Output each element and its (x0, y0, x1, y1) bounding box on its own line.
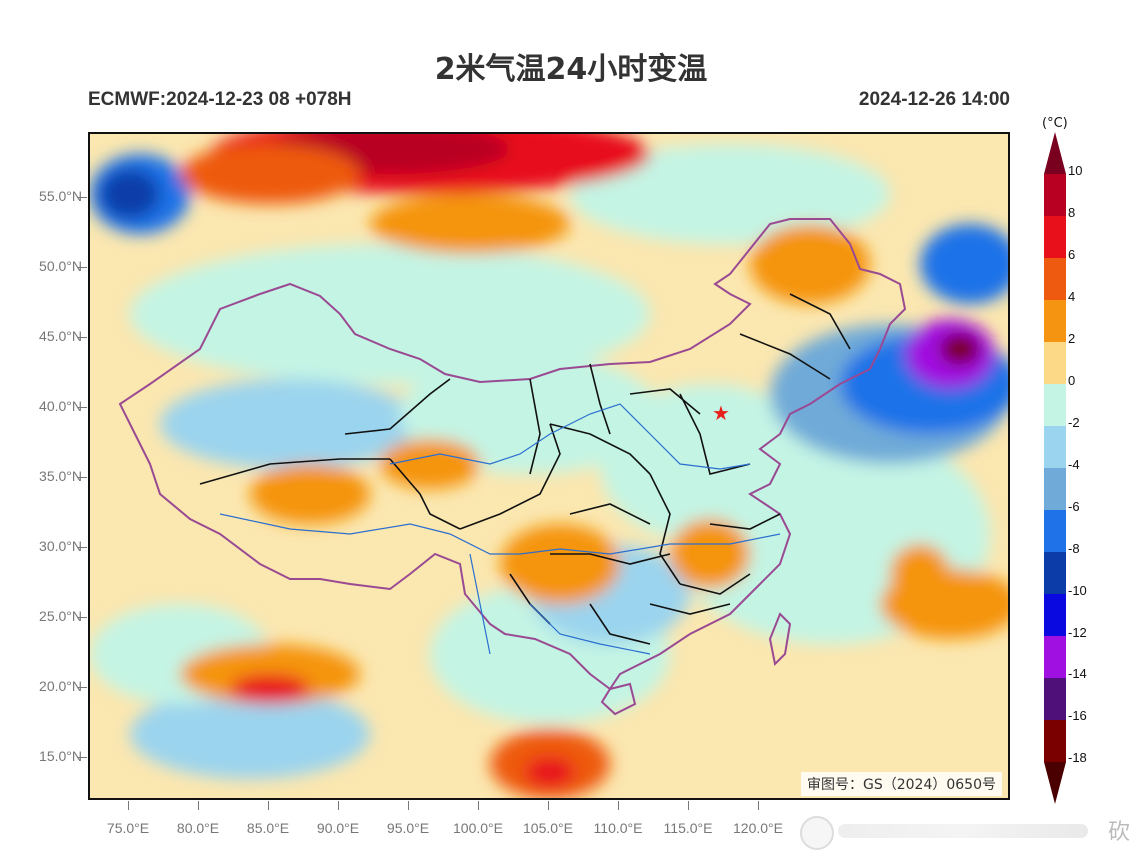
temperature-change-map: ★ (90, 134, 1008, 798)
colorbar-segment (1044, 720, 1066, 762)
colorbar-unit: (°C) (1042, 116, 1068, 131)
colorbar-extend-bottom (1044, 762, 1066, 804)
model-run-label: ECMWF:2024-12-23 08 +078H (88, 89, 352, 110)
colorbar-label: -8 (1068, 541, 1080, 556)
longitude-label: 95.0°E (386, 820, 430, 836)
colorbar-segment (1044, 342, 1066, 384)
colorbar-segment (1044, 300, 1066, 342)
latitude-label: 45.0°N (39, 328, 82, 344)
latitude-label: 55.0°N (39, 188, 82, 204)
colorbar-segment (1044, 594, 1066, 636)
colorbar-label: 6 (1068, 247, 1076, 262)
colorbar-label: -10 (1068, 583, 1087, 598)
latitude-label: 35.0°N (39, 468, 82, 484)
colorbar-label: -12 (1068, 625, 1087, 640)
longitude-tick (198, 801, 199, 810)
longitude-tick (268, 801, 269, 810)
colorbar-label: 0 (1068, 373, 1076, 388)
longitude-label: 105.0°E (523, 820, 573, 836)
watermark-bar (838, 824, 1088, 838)
longitude-label: 120.0°E (733, 820, 783, 836)
latitude-label: 15.0°N (39, 748, 82, 764)
colorbar-segment (1044, 510, 1066, 552)
latitude-tick (78, 197, 87, 198)
colorbar-label: -14 (1068, 666, 1087, 681)
longitude-tick (478, 801, 479, 810)
colorbar-label: -18 (1068, 750, 1087, 765)
colorbar-segment (1044, 552, 1066, 594)
temperature-field (90, 134, 1008, 798)
longitude-tick (128, 801, 129, 810)
latitude-label: 50.0°N (39, 258, 82, 274)
colorbar-segment (1044, 468, 1066, 510)
longitude-label: 80.0°E (176, 820, 220, 836)
longitude-tick (408, 801, 409, 810)
latitude-label: 25.0°N (39, 608, 82, 624)
latitude-tick (78, 687, 87, 688)
longitude-tick (688, 801, 689, 810)
longitude-label: 75.0°E (106, 820, 150, 836)
colorbar-extend-top (1044, 132, 1066, 174)
colorbar-label: -16 (1068, 708, 1087, 723)
approval-number: 审图号：GS（2024）0650号 (801, 772, 1002, 796)
colorbar-label: 2 (1068, 331, 1076, 346)
latitude-tick (78, 337, 87, 338)
latitude-tick (78, 547, 87, 548)
latitude-label: 40.0°N (39, 398, 82, 414)
map-panel[interactable]: ★ 审图号：GS（2024）0650号 (88, 132, 1010, 800)
latitude-tick (78, 757, 87, 758)
longitude-label: 90.0°E (316, 820, 360, 836)
longitude-tick (758, 801, 759, 810)
colorbar-segment (1044, 636, 1066, 678)
colorbar-label: 4 (1068, 289, 1076, 304)
watermark-text: 砍 (1107, 820, 1130, 845)
longitude-label: 110.0°E (593, 820, 643, 836)
longitude-tick (338, 801, 339, 810)
latitude-tick (78, 477, 87, 478)
latitude-tick (78, 617, 87, 618)
colorbar-segment (1044, 258, 1066, 300)
hainan-island (600, 682, 637, 716)
longitude-label: 85.0°E (246, 820, 290, 836)
taiwan-island (768, 612, 792, 667)
valid-time-label: 2024-12-26 14:00 (858, 89, 1010, 110)
colorbar-label: -2 (1068, 415, 1080, 430)
watermark-logo-icon (800, 816, 834, 850)
latitude-tick (78, 267, 87, 268)
rivers (219, 403, 781, 655)
colorbar-label: -6 (1068, 499, 1080, 514)
china-border (118, 218, 907, 691)
colorbar-label: -4 (1068, 457, 1080, 472)
watermark: 砍 (790, 810, 1142, 850)
latitude-label: 30.0°N (39, 538, 82, 554)
longitude-label: 100.0°E (453, 820, 503, 836)
colorbar-label: 8 (1068, 205, 1076, 220)
colorbar-segment (1044, 216, 1066, 258)
colorbar-segment (1044, 384, 1066, 426)
star-icon: ★ (712, 401, 730, 425)
colorbar-label: 10 (1068, 163, 1083, 178)
latitude-tick (78, 407, 87, 408)
longitude-tick (548, 801, 549, 810)
longitude-label: 115.0°E (663, 820, 713, 836)
chart-title: 2米气温24小时变温 (434, 52, 708, 87)
longitude-tick (618, 801, 619, 810)
colorbar-segment (1044, 426, 1066, 468)
latitude-label: 20.0°N (39, 678, 82, 694)
colorbar-segment (1044, 174, 1066, 216)
colorbar-segment (1044, 678, 1066, 720)
colorbar (1044, 132, 1066, 804)
